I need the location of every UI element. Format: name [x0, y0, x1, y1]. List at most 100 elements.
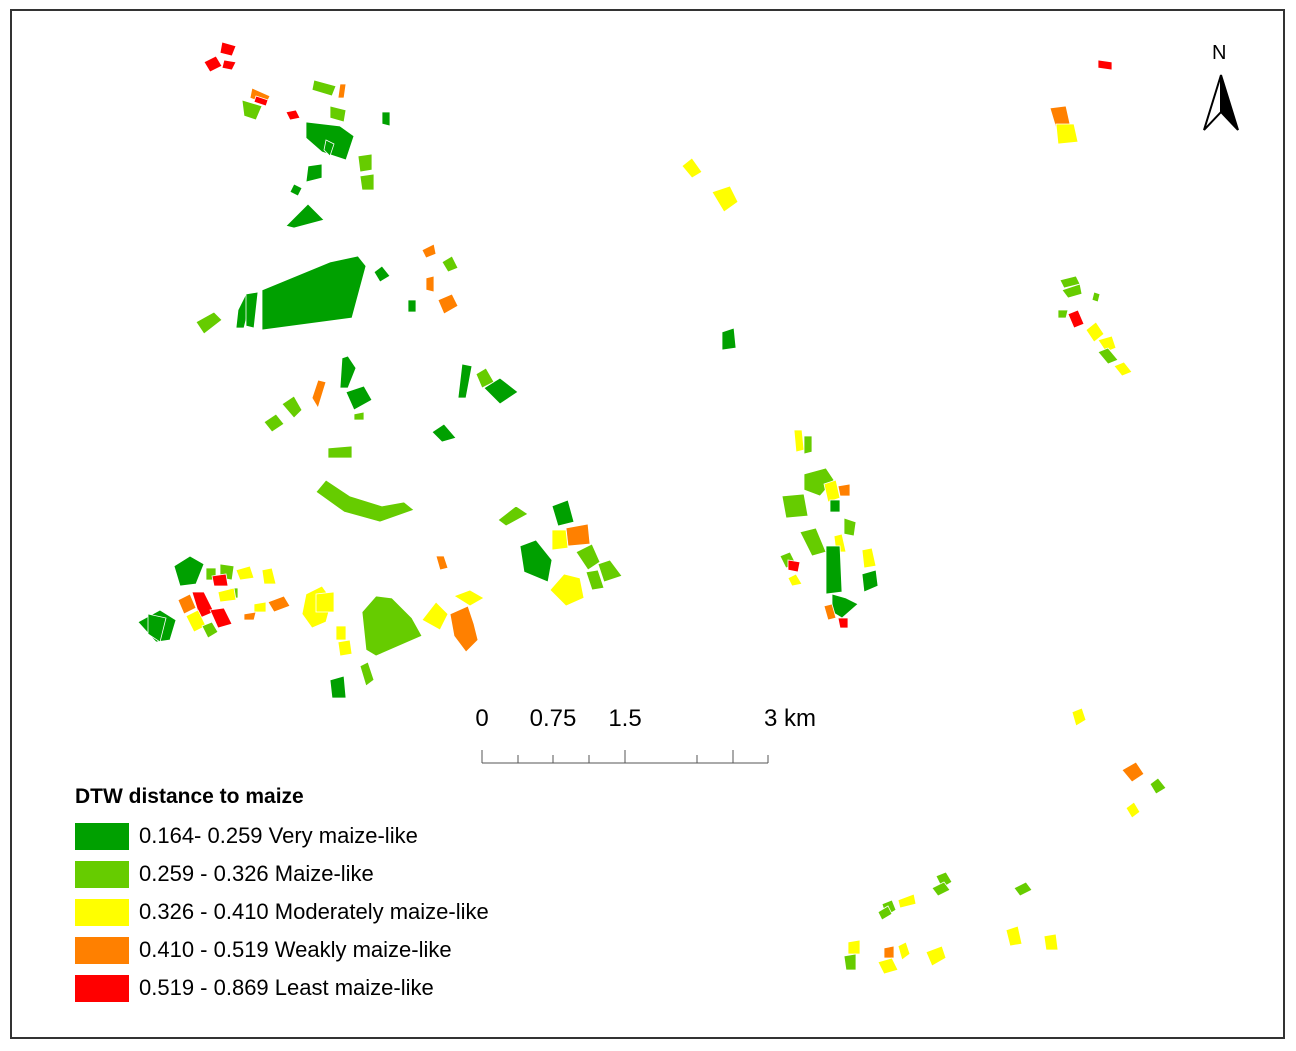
field-polygon-moderate — [261, 567, 277, 585]
legend-item-least-maize-like: 0.519 - 0.869 Least maize-like — [75, 969, 489, 1007]
field-polygon-moderate — [877, 957, 899, 975]
field-polygon-moderate — [253, 601, 267, 613]
field-polygon-weak — [565, 523, 591, 547]
field-polygon-least — [253, 95, 269, 107]
field-polygon-moderate — [551, 529, 569, 551]
field-polygon-maize — [201, 621, 219, 639]
field-polygon-moderate — [897, 893, 917, 909]
field-polygon-moderate — [335, 625, 347, 641]
legend-swatch — [75, 822, 129, 850]
field-polygon-maize — [877, 905, 893, 921]
field-polygon-moderate — [1005, 925, 1023, 947]
field-polygon-very — [305, 163, 323, 183]
field-polygon-moderate — [787, 573, 803, 587]
field-polygon-least — [211, 573, 229, 587]
field-polygon-moderate — [897, 941, 911, 961]
field-polygon-maize — [843, 517, 857, 537]
field-polygon-maize — [803, 435, 813, 455]
field-polygon-maize — [281, 395, 303, 419]
scale-bar: 0 0.75 1.5 3 km — [470, 705, 816, 775]
legend: DTW distance to maize 0.164- 0.259 Very … — [75, 785, 489, 1007]
field-polygon-weak — [421, 243, 437, 259]
field-polygon-least — [1067, 309, 1085, 329]
field-polygon-least — [203, 55, 223, 73]
scale-tick-label-2: 1.5 — [608, 705, 642, 732]
field-polygon-very — [721, 327, 737, 351]
field-polygon-very — [831, 593, 859, 619]
field-polygon-maize — [1091, 291, 1101, 303]
legend-swatch — [75, 898, 129, 926]
field-polygon-least — [221, 59, 237, 71]
field-polygon-moderate — [823, 479, 841, 503]
field-polygon-moderate — [549, 573, 585, 607]
field-polygon-weak — [883, 945, 895, 959]
field-polygon-least — [285, 109, 301, 121]
field-polygon-moderate — [861, 547, 877, 569]
field-polygon-very — [381, 111, 391, 127]
field-polygon-maize — [585, 569, 605, 591]
field-polygon-maize — [931, 881, 951, 897]
field-polygon-moderate — [1113, 361, 1133, 377]
scale-tick-label-3: 3 km — [763, 705, 817, 732]
north-arrow-icon — [1203, 74, 1239, 131]
legend-item-maize-like: 0.259 - 0.326 Maize-like — [75, 855, 489, 893]
field-polygon-very — [407, 299, 417, 313]
field-polygon-maize — [497, 505, 529, 527]
scale-tick-label-0: 0 — [475, 705, 489, 732]
field-polygon-maize — [195, 311, 223, 335]
field-polygon-maize — [1097, 347, 1119, 365]
field-polygon-maize — [1013, 881, 1033, 897]
field-polygon-weak — [267, 595, 291, 613]
field-polygon-moderate — [847, 939, 861, 955]
field-polygon-very — [147, 613, 167, 643]
north-label: N — [1212, 42, 1227, 64]
field-polygon-very — [289, 183, 303, 197]
field-polygon-very — [173, 555, 205, 587]
field-polygon-moderate — [453, 589, 485, 607]
legend-label: 0.326 - 0.410 Moderately maize-like — [139, 899, 489, 924]
field-polygon-maize — [357, 153, 373, 173]
legend-swatch — [75, 860, 129, 888]
field-polygon-very — [483, 377, 519, 405]
field-polygon-least — [1097, 59, 1113, 71]
field-polygon-very — [323, 139, 335, 157]
legend-item-very-maize-like: 0.164- 0.259 Very maize-like — [75, 817, 489, 855]
field-polygon-maize — [1061, 283, 1083, 299]
legend-item-weakly-maize-like: 0.410 - 0.519 Weakly maize-like — [75, 931, 489, 969]
field-polygon-weak — [243, 611, 257, 621]
legend-swatch — [75, 936, 129, 964]
field-polygon-moderate — [1085, 321, 1105, 343]
field-polygon-moderate — [793, 429, 805, 453]
field-polygon-very — [285, 203, 325, 229]
field-polygon-maize — [575, 543, 601, 571]
field-polygon-maize — [315, 479, 415, 523]
field-polygon-very — [861, 569, 879, 593]
field-polygon-very — [345, 385, 373, 411]
field-polygon-maize — [241, 99, 263, 121]
field-polygon-weak — [837, 483, 851, 497]
field-polygon-weak — [823, 603, 837, 621]
field-polygon-weak — [311, 379, 327, 409]
field-polygon-maize — [353, 411, 365, 421]
field-polygon-moderate — [1043, 933, 1059, 951]
field-polygon-very — [825, 545, 843, 595]
field-polygon-moderate — [925, 945, 947, 967]
field-polygon-weak — [425, 275, 435, 293]
legend-label: 0.164- 0.259 Very maize-like — [139, 823, 418, 848]
field-polygon-maize — [327, 445, 353, 459]
field-polygon-maize — [361, 595, 423, 657]
scale-bar-ruler — [481, 750, 769, 764]
field-polygon-maize — [597, 559, 623, 583]
field-polygon-maize — [1057, 309, 1069, 319]
field-polygon-moderate — [235, 565, 255, 581]
field-polygon-very — [245, 291, 259, 329]
legend-label: 0.410 - 0.519 Weakly maize-like — [139, 937, 452, 962]
field-polygon-moderate — [1055, 123, 1079, 145]
field-polygon-very — [431, 423, 457, 443]
field-polygon-weak — [337, 83, 347, 99]
field-polygon-moderate — [337, 639, 353, 657]
field-polygon-maize — [359, 661, 375, 687]
field-polygon-weak — [449, 605, 479, 653]
legend-label: 0.259 - 0.326 Maize-like — [139, 861, 374, 886]
field-polygon-moderate — [217, 587, 237, 603]
